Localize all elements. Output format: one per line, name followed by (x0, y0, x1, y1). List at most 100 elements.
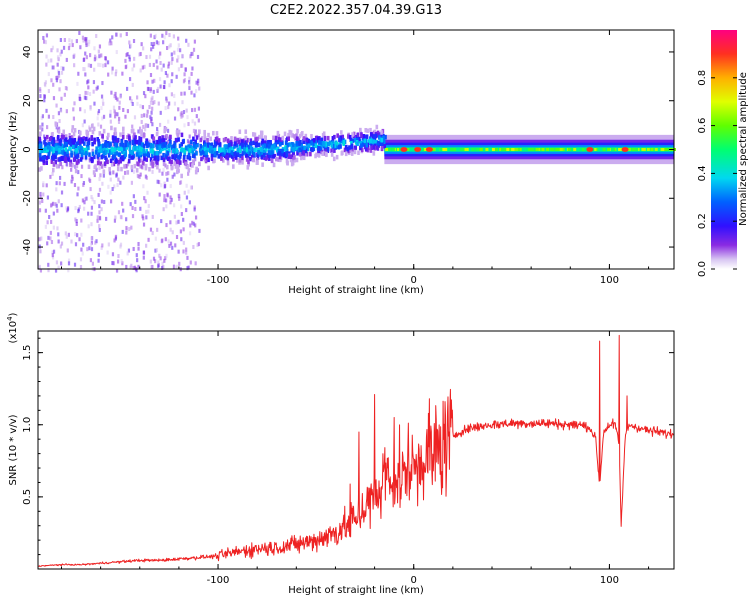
spectral-cell (109, 109, 112, 114)
spectral-cell (173, 141, 176, 146)
spectral-cell (201, 149, 205, 155)
spectral-cell (50, 203, 53, 208)
spectral-cell (50, 240, 54, 245)
spectral-cell (112, 138, 115, 144)
spectral-cell (112, 161, 116, 167)
spectral-cell (270, 158, 274, 163)
spectral-cell (226, 160, 230, 166)
spectral-cell (307, 143, 311, 149)
spectral-cell (145, 175, 148, 180)
spectral-cell (247, 161, 250, 167)
spectral-cell (189, 162, 193, 167)
spectral-cell (281, 148, 284, 154)
spectral-cell (64, 137, 68, 142)
spectral-cell (264, 143, 267, 149)
spectral-cell (47, 89, 50, 94)
spectral-cell (369, 138, 372, 144)
spectral-cell (49, 174, 52, 179)
spectral-cell (156, 227, 159, 232)
spectral-cell (182, 110, 186, 115)
spectral-cell (88, 152, 91, 157)
spectral-cell (323, 135, 327, 141)
spectral-cell (567, 148, 571, 151)
spectral-cell (267, 150, 271, 155)
spectral-cell (320, 141, 323, 146)
spectral-cell (123, 170, 127, 175)
spectral-cell (197, 78, 200, 83)
spectral-cell (90, 247, 94, 252)
spectral-cell (60, 261, 63, 266)
spectral-cell (244, 153, 248, 158)
spectral-cell (286, 142, 290, 148)
spectral-cell (124, 142, 127, 148)
spectral-cell (159, 61, 162, 66)
spectral-cell (38, 237, 41, 242)
spectral-cell (115, 151, 118, 156)
spectral-cell (206, 138, 209, 143)
spectral-cell (175, 235, 179, 240)
spectral-cell (323, 146, 327, 151)
spectral-cell (170, 52, 173, 57)
spectral-cell (93, 154, 96, 160)
spectral-cell (57, 126, 61, 131)
spectral-cell (186, 266, 189, 271)
spectral-cell (72, 157, 76, 162)
spectral-cell (66, 207, 70, 212)
spectral-cell (238, 145, 242, 151)
spectral-cell (320, 137, 324, 143)
spectral-cell (50, 151, 53, 156)
spectral-cell (187, 265, 190, 270)
spectral-cell (173, 148, 176, 154)
spectral-cell (185, 108, 188, 113)
spectral-cell (196, 142, 199, 148)
spectral-cell (87, 63, 90, 68)
spectral-cell (177, 155, 180, 160)
spectral-cell (70, 135, 74, 140)
spectral-cell (170, 60, 173, 65)
spectral-cell (295, 157, 299, 163)
spectral-cell (218, 142, 222, 147)
spectral-cell (192, 128, 196, 133)
spectral-cell (103, 142, 107, 147)
spectral-cell (143, 113, 146, 118)
spectral-cell (246, 153, 250, 159)
spectral-cell (58, 147, 61, 153)
spectral-cell (52, 211, 55, 216)
spectral-cell (93, 139, 96, 145)
spectral-cell (537, 148, 541, 151)
spectral-cell (424, 148, 428, 151)
spectral-cell (149, 145, 153, 151)
spectral-cell (58, 119, 61, 124)
spectral-cell (114, 131, 118, 137)
spectral-cell (149, 73, 153, 78)
spectral-cell (151, 214, 154, 219)
spectral-cell (189, 166, 192, 171)
spectral-cell (124, 152, 128, 157)
spectral-cell (55, 187, 58, 192)
spectral-cell (220, 147, 223, 153)
spectral-cell (62, 45, 66, 50)
spectral-cell (60, 135, 64, 140)
spectral-cell (137, 154, 141, 159)
spectral-cell (142, 255, 145, 260)
spectral-cell (81, 35, 85, 40)
spectral-cell (84, 155, 88, 160)
spectral-cell (45, 155, 49, 161)
spectral-cell (93, 46, 96, 51)
spectral-cell (87, 42, 90, 47)
spectral-cell (195, 80, 198, 85)
spectral-cell (57, 73, 61, 78)
spectral-cell (166, 156, 170, 162)
spectral-cell (109, 38, 112, 43)
spectral-cell (185, 164, 189, 170)
spectral-cell (230, 136, 233, 141)
spectral-cell (88, 177, 91, 182)
spectral-cell (60, 65, 63, 70)
colorbar-tick-label: 0.0 (697, 261, 708, 277)
spectral-cell (203, 146, 207, 152)
spectral-cell (293, 144, 297, 149)
spectral-cell (82, 38, 85, 43)
spectral-cell (51, 45, 55, 50)
spectral-cell (188, 134, 191, 139)
spectral-cell (168, 152, 171, 157)
